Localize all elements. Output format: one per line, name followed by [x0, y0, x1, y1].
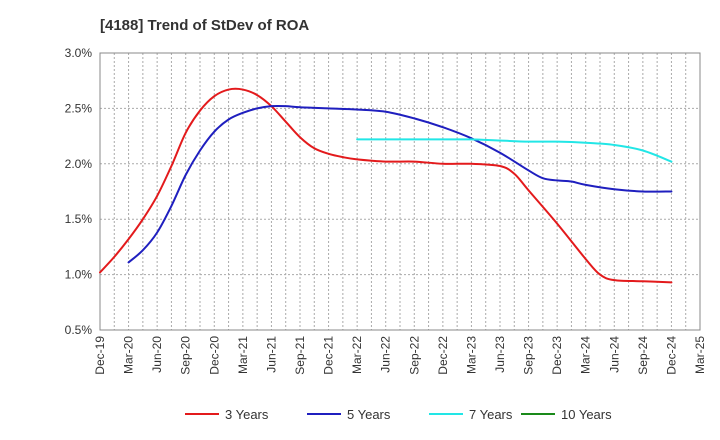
x-tick-label: Sep-21 — [293, 336, 307, 375]
y-tick-label: 1.5% — [65, 212, 93, 226]
series-lines — [99, 87, 673, 284]
legend-label-10-years: 10 Years — [561, 407, 612, 422]
legend-label-7-years: 7 Years — [469, 407, 513, 422]
x-tick-label: Mar-22 — [350, 336, 364, 374]
legend-label-5-years: 5 Years — [347, 407, 391, 422]
x-tick-label: Sep-24 — [636, 336, 650, 375]
x-tick-label: Jun-23 — [493, 336, 507, 373]
x-tick-label: Sep-22 — [407, 336, 421, 375]
x-tick-label: Dec-19 — [93, 336, 107, 375]
x-tick-label: Sep-20 — [179, 336, 193, 375]
x-tick-label: Dec-21 — [322, 336, 336, 375]
x-tick-label: Jun-24 — [607, 336, 621, 373]
y-tick-label: 0.5% — [65, 323, 93, 337]
legend: 3 Years 5 Years 7 Years 10 Years — [185, 407, 612, 422]
legend-label-3-years: 3 Years — [225, 407, 269, 422]
y-tick-label: 2.0% — [65, 157, 93, 171]
x-tick-label: Mar-25 — [693, 336, 707, 374]
series-line-5-years — [127, 104, 673, 264]
chart-title: [4188] Trend of StDev of ROA — [100, 17, 309, 34]
x-tick-label: Mar-24 — [579, 336, 593, 374]
series-line-7-years — [356, 138, 673, 163]
grid-lines — [100, 53, 700, 330]
y-tick-label: 2.5% — [65, 101, 93, 115]
x-axis: Dec-19 Mar-20 Jun-20 Sep-20 Dec-20 Mar-21 Jun-… — [93, 336, 707, 375]
plot-area — [99, 52, 701, 331]
x-tick-label: Dec-20 — [207, 336, 221, 375]
x-tick-label: Mar-23 — [464, 336, 478, 374]
y-tick-label: 3.0% — [65, 46, 93, 60]
x-tick-label: Sep-23 — [522, 336, 536, 375]
x-tick-label: Mar-20 — [122, 336, 136, 374]
x-tick-label: Jun-20 — [150, 336, 164, 373]
x-tick-label: Dec-24 — [664, 336, 678, 375]
series-line-3-years — [99, 87, 673, 284]
y-axis: 0.5% 1.0% 1.5% 2.0% 2.5% 3.0% — [65, 46, 93, 337]
x-tick-label: Jun-22 — [379, 336, 393, 373]
x-tick-label: Dec-22 — [436, 336, 450, 375]
x-tick-label: Mar-21 — [236, 336, 250, 374]
y-tick-label: 1.0% — [65, 268, 93, 282]
x-tick-label: Dec-23 — [550, 336, 564, 375]
x-tick-label: Jun-21 — [264, 336, 278, 373]
